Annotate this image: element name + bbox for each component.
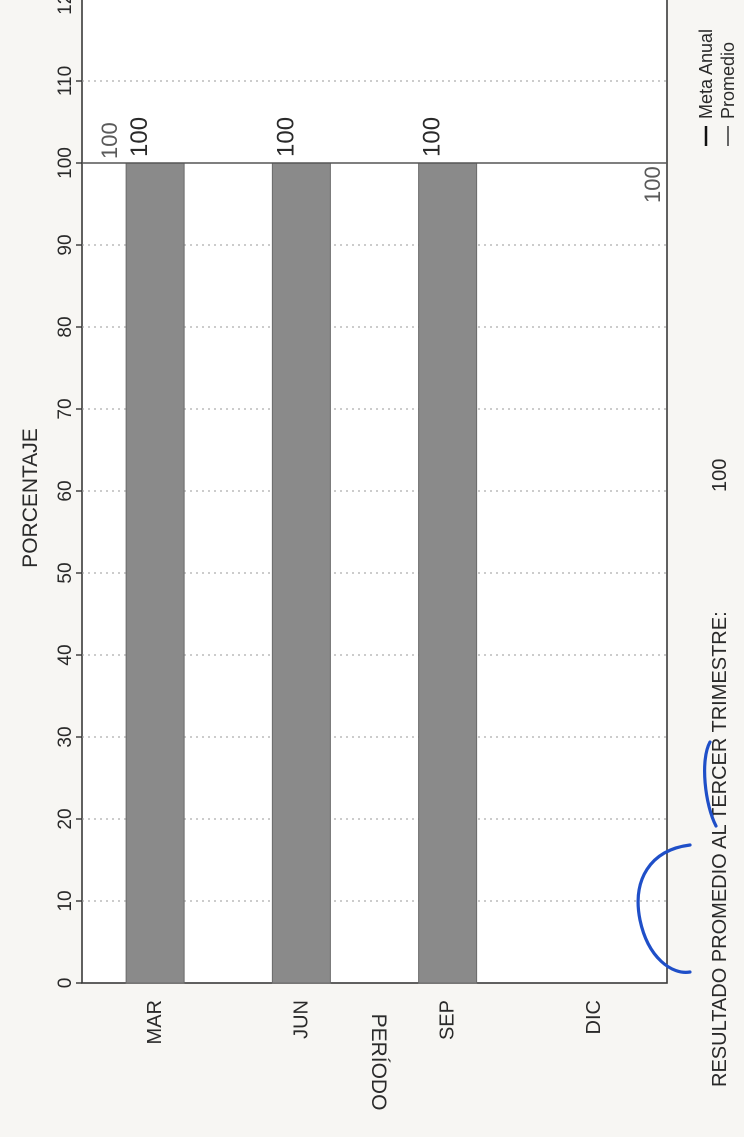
tick-label: 20 bbox=[55, 808, 76, 829]
tick-label: 70 bbox=[55, 398, 76, 419]
bar-value-label: 100 bbox=[126, 117, 153, 157]
value-axis-title: PORCENTAJE bbox=[19, 428, 42, 568]
tick-label: 50 bbox=[55, 562, 76, 583]
bars bbox=[125, 162, 478, 984]
tick-label: 80 bbox=[55, 316, 76, 337]
category-label: SEP bbox=[437, 1000, 459, 1040]
bar bbox=[418, 162, 478, 984]
value-axis-ticks: 0 10 20 30 40 50 60 70 80 90 100 110 120 bbox=[55, 0, 82, 988]
category-label: MAR bbox=[144, 1000, 166, 1044]
legend: Meta Anual Promedio bbox=[696, 29, 738, 146]
tick-label: 120 bbox=[55, 0, 76, 15]
bar-value-label: 100 bbox=[419, 117, 446, 157]
bar-value-labels: 100 100 100 bbox=[126, 117, 446, 157]
category-label: DIC bbox=[583, 1000, 605, 1034]
bar-value-label: 100 bbox=[272, 117, 299, 157]
tick-label: 110 bbox=[55, 66, 76, 96]
tick-label: 90 bbox=[55, 234, 76, 255]
result-value: 100 bbox=[709, 459, 731, 492]
category-axis-title: PERÍODO bbox=[367, 1014, 390, 1111]
bar bbox=[271, 162, 331, 984]
tick-label: 60 bbox=[55, 480, 76, 501]
bar bbox=[125, 162, 185, 984]
tick-label: 0 bbox=[55, 978, 76, 989]
legend-meta-anual: Meta Anual bbox=[696, 29, 716, 119]
promedio-label: 100 bbox=[640, 166, 665, 203]
handwritten-signature bbox=[636, 740, 718, 974]
meta-anual-label: 100 bbox=[97, 122, 122, 159]
category-label: JUN bbox=[290, 1000, 312, 1039]
legend-promedio: Promedio bbox=[718, 42, 738, 119]
result-label: RESULTADO PROMEDIO AL TERCER TRIMESTRE: bbox=[709, 611, 731, 1087]
tick-label: 40 bbox=[55, 644, 76, 665]
tick-label: 10 bbox=[55, 890, 76, 911]
tick-label: 100 bbox=[55, 147, 76, 179]
category-labels: MAR JUN SEP DIC bbox=[144, 1000, 605, 1044]
tick-label: 30 bbox=[55, 726, 76, 747]
